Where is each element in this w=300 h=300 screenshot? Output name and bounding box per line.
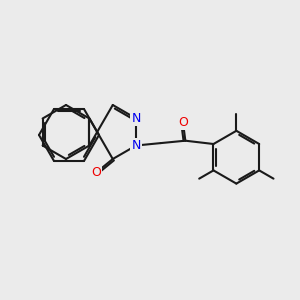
- Text: N: N: [131, 112, 141, 125]
- Text: O: O: [91, 166, 101, 179]
- Text: O: O: [178, 116, 188, 129]
- Text: N: N: [131, 139, 141, 152]
